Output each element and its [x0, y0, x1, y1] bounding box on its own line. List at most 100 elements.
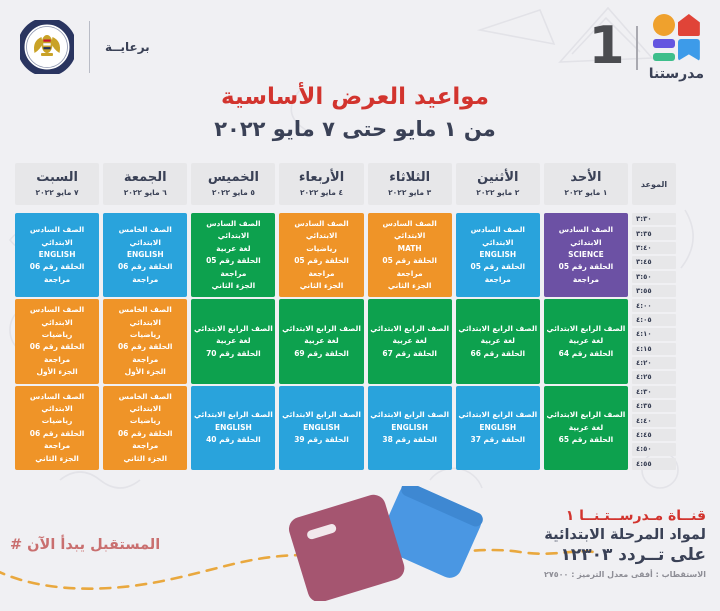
- day-name: الثلاثاء: [389, 170, 431, 186]
- program-line: الجزء الثاني: [35, 453, 79, 463]
- program-line: الحلقة رقم 06 مراجعة: [117, 262, 173, 284]
- day-date: ٥ مايو ٢٠٢٢: [211, 187, 255, 197]
- program-line: الحلقة رقم 05 مراجعة: [470, 262, 526, 284]
- day-header: الأحد ١ مايو ٢٠٢٢: [543, 163, 628, 205]
- channel-number: 1: [588, 16, 625, 76]
- channel-name: مدرستنا: [648, 66, 704, 82]
- channel-info: قنــاة مـدرســتـنــا ١ لمواد المرحلة الا…: [544, 508, 706, 579]
- logo-divider: [635, 26, 638, 70]
- channel-info-stage: لمواد المرحلة الابتدائية: [544, 527, 706, 543]
- program-line: ENGLISH: [479, 422, 517, 432]
- program-cell: الصف الرابع الابتدائي ENGLISH الحلقة رقم 3…: [367, 385, 452, 470]
- time-column-header: الموعد: [632, 163, 676, 205]
- program-line: لغة عربية: [304, 336, 339, 346]
- program-line: الجزء الثاني: [123, 453, 168, 463]
- program-line: الصف الرابع الابتدائي: [546, 323, 626, 333]
- program-cell: الصف السادس الابتدائي ENGLISH الحلقة رقم 0…: [455, 213, 540, 298]
- program-cell: الصف الخامس الابتدائي ENGLISH الحلقة رقم 0…: [103, 213, 188, 298]
- program-line: الحلقة رقم 37: [470, 435, 526, 445]
- program-line: ENGLISH: [38, 249, 76, 259]
- logo-bookmark-icon: [677, 39, 700, 61]
- program-line: الحلقة رقم 39: [294, 435, 349, 445]
- sponsor-divider: [89, 21, 90, 73]
- program-line: الحلقة رقم 67: [382, 348, 437, 358]
- program-line: الصف الرابع الابتدائي: [370, 410, 450, 420]
- ministry-education-logo-icon: [20, 20, 74, 74]
- program-line: الصف الرابع الابتدائي: [193, 323, 273, 333]
- program-cell: الصف الرابع الابتدائي لغة عربية الحلقة رقم…: [191, 299, 276, 384]
- program-line: لغة عربية: [216, 243, 251, 253]
- program-line: الصف الرابع الابتدائي: [458, 323, 538, 333]
- program-line: الصف الرابع الابتدائي: [282, 323, 361, 333]
- program-line: الصف الرابع الابتدائي: [193, 410, 273, 420]
- time-cell: ٣:٥٠: [632, 270, 676, 283]
- books-illustration: [288, 486, 483, 601]
- program-cell: الصف السادس الابتدائي لغة عربية الحلقة رقم…: [191, 213, 276, 298]
- program-line: الحلقة رقم 06 مراجعة: [117, 428, 173, 451]
- program-cell: الصف السادس الابتدائي رياضيات الحلقة رقم 0…: [15, 385, 100, 470]
- program-line: الجزء الثاني: [387, 280, 432, 290]
- logo-house-icon: [677, 14, 700, 36]
- time-cell: ٣:٤٥: [632, 256, 676, 269]
- program-cell: الصف الرابع الابتدائي لغة عربية الحلقة رقم…: [455, 299, 540, 384]
- time-cell: ٣:٣٠: [632, 213, 676, 226]
- program-line: الصف الرابع الابتدائي: [282, 410, 361, 420]
- program-cell: الصف الرابع الابتدائي ENGLISH الحلقة رقم 4…: [191, 385, 276, 470]
- day-date: ٣ مايو ٢٠٢٢: [388, 187, 432, 197]
- hash-icon: #: [10, 537, 23, 553]
- program-line: الصف السادس الابتدائي: [294, 219, 349, 241]
- program-line: الحلقة رقم 06 مراجعة: [117, 342, 173, 364]
- program-line: الحلقة رقم 66: [470, 348, 526, 358]
- program-line: الصف الخامس الابتدائي: [118, 225, 172, 247]
- program-line: الحلقة رقم 05 مراجعة: [294, 256, 349, 278]
- program-line: الحلقة رقم 38: [382, 435, 437, 445]
- program-line: الصف السادس الابتدائي: [29, 305, 85, 327]
- sponsor-label: برعايــة: [105, 40, 150, 54]
- program-line: ENGLISH: [126, 249, 164, 259]
- program-line: الصف السادس الابتدائي: [558, 225, 614, 247]
- time-cell: ٣:٥٥: [632, 284, 676, 298]
- channel-info-frequency: على تــردد ١٢٣٠٣: [560, 545, 706, 565]
- program-line: الصف الرابع الابتدائي: [458, 410, 538, 420]
- program-line: رياضيات: [129, 416, 161, 426]
- time-cell: ٤:٤٥: [632, 428, 676, 442]
- day-date: ٤ مايو ٢٠٢٢: [299, 187, 344, 197]
- program-line: الجزء الأول: [124, 367, 166, 377]
- day-name: الأربعاء: [298, 170, 345, 186]
- day-date: ٦ مايو ٢٠٢٢: [123, 187, 167, 197]
- hashtag-text: المستقبل يبدأ الآن: [27, 537, 161, 553]
- program-cell: الصف الرابع الابتدائي لغة عربية الحلقة رقم…: [367, 299, 452, 384]
- time-cell: ٤:٤٠: [632, 414, 676, 427]
- program-cell: الصف الرابع الابتدائي ENGLISH الحلقة رقم 3…: [455, 385, 540, 470]
- program-line: SCIENCE: [568, 249, 604, 259]
- program-line: الحلقة رقم 05 مراجعة: [558, 262, 614, 284]
- program-cell: الصف السادس الابتدائي رياضيات الحلقة رقم 0…: [15, 299, 100, 384]
- program-line: الصف الخامس الابتدائي: [118, 391, 172, 414]
- program-line: رياضيات: [306, 243, 337, 253]
- program-line: لغة عربية: [568, 422, 604, 432]
- program-line: لغة عربية: [480, 336, 516, 346]
- program-line: لغة عربية: [568, 336, 604, 346]
- program-line: الحلقة رقم 05 مراجعة: [382, 256, 437, 278]
- program-cell: الصف السادس الابتدائي SCIENCE الحلقة رقم 0…: [543, 213, 628, 298]
- day-header: الأربعاء ٤ مايو ٢٠٢٢: [279, 163, 364, 205]
- day-header: الأثنين ٢ مايو ٢٠٢٢: [455, 163, 540, 205]
- channel-logo: 1 مدرستنا: [589, 14, 704, 82]
- program-line: الصف الرابع الابتدائي: [546, 410, 626, 420]
- sponsor-block: برعايــة: [20, 20, 150, 74]
- program-line: الصف السادس الابتدائي: [206, 219, 261, 241]
- day-name: السبت: [36, 170, 78, 186]
- program-line: الحلقة رقم 05 مراجعة: [206, 256, 261, 278]
- day-header: الجمعة ٦ مايو ٢٠٢٢: [103, 163, 188, 205]
- program-cell: الصف الرابع الابتدائي لغة عربية الحلقة رقم…: [543, 299, 628, 384]
- program-line: الصف السادس الابتدائي: [382, 219, 437, 241]
- time-cell: ٣:٤٠: [632, 241, 676, 255]
- day-name: الأثنين: [477, 170, 519, 186]
- day-date: ١ مايو ٢٠٢٢: [564, 187, 608, 197]
- day-header: السبت ٧ مايو ٢٠٢٢: [15, 163, 100, 205]
- program-cell: الصف الرابع الابتدائي لغة عربية الحلقة رقم…: [279, 299, 364, 384]
- time-cell: ٤:١٠: [632, 328, 676, 341]
- program-line: الحلقة رقم 06 مراجعة: [29, 342, 85, 364]
- program-cell: الصف الرابع الابتدائي لغة عربية الحلقة رقم…: [543, 385, 628, 470]
